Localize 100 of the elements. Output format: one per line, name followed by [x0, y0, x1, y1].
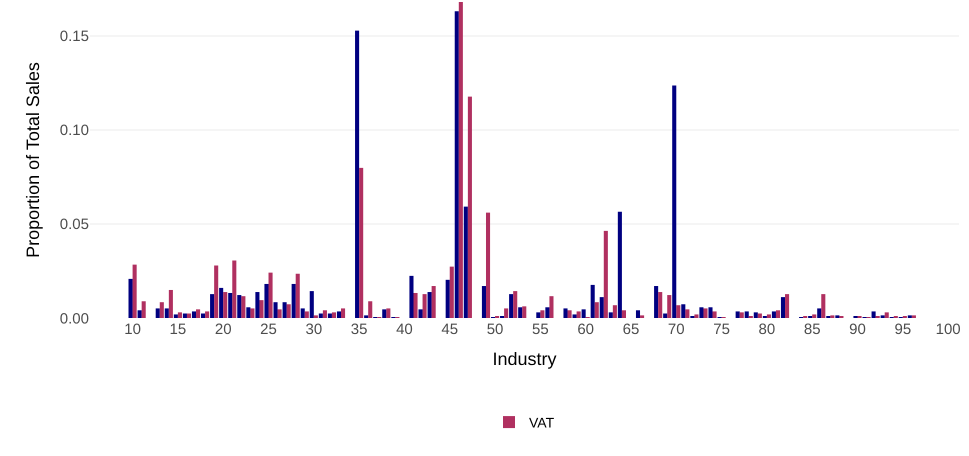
- bar: [563, 308, 568, 318]
- bar: [292, 284, 296, 318]
- bar: [132, 264, 137, 318]
- bar: [736, 311, 740, 318]
- bar: [286, 304, 291, 318]
- bar: [780, 297, 786, 318]
- bar: [458, 2, 463, 318]
- bar: [758, 313, 762, 318]
- x-tick-label: 65: [622, 321, 640, 338]
- bar: [174, 314, 178, 318]
- bar: [278, 309, 282, 318]
- bar: [568, 310, 572, 318]
- bar: [432, 286, 436, 318]
- bar: [572, 314, 577, 318]
- bar: [608, 312, 613, 318]
- bar: [282, 302, 287, 318]
- bar: [835, 315, 840, 318]
- bar: [255, 292, 260, 318]
- bar: [672, 86, 676, 318]
- bar: [908, 315, 912, 318]
- x-tick-label: 75: [713, 321, 730, 338]
- bar: [205, 311, 210, 318]
- x-tick-label: 35: [350, 321, 368, 338]
- bar: [318, 313, 323, 318]
- x-tick-label: 70: [668, 321, 685, 338]
- bar: [600, 297, 604, 318]
- bar: [654, 286, 658, 318]
- bar: [268, 272, 273, 318]
- bar: [164, 308, 169, 318]
- x-tick-label: 10: [124, 321, 141, 338]
- bar: [304, 311, 309, 318]
- bar: [884, 312, 889, 318]
- x-tick-label: 60: [577, 321, 594, 338]
- bar: [422, 294, 427, 318]
- bar: [658, 292, 662, 318]
- bar: [744, 311, 749, 318]
- bar: [785, 294, 790, 318]
- bar: [636, 310, 640, 318]
- x-axis-title: Industry: [492, 349, 557, 370]
- bar: [812, 314, 816, 318]
- bar: [540, 310, 544, 318]
- bar: [880, 315, 885, 318]
- bar: [219, 288, 224, 318]
- x-tick-label: 40: [396, 321, 413, 338]
- y-tick-label: 0.15: [60, 28, 89, 46]
- bar: [368, 301, 372, 318]
- bar: [454, 11, 459, 318]
- bar: [428, 292, 432, 318]
- x-tick-label: 80: [758, 321, 776, 338]
- y-tick-label: 0.05: [60, 216, 89, 234]
- bar: [676, 305, 680, 318]
- bar: [694, 314, 698, 318]
- bar: [300, 308, 305, 318]
- bar: [712, 311, 717, 318]
- bar: [912, 315, 916, 318]
- y-tick-label: 0.10: [60, 122, 89, 140]
- bar: [264, 284, 269, 318]
- bar: [549, 296, 554, 318]
- bar: [186, 313, 192, 318]
- bar: [509, 294, 514, 318]
- x-tick-label: 45: [441, 321, 458, 338]
- bar: [681, 304, 686, 318]
- bar: [622, 310, 626, 318]
- bar: [310, 291, 314, 318]
- bar: [685, 309, 690, 318]
- bar: [740, 312, 744, 318]
- x-tick-label: 100: [936, 321, 961, 338]
- x-tick-label: 90: [849, 321, 866, 338]
- x-tick-label: 55: [532, 321, 549, 338]
- bar: [504, 308, 508, 318]
- bar: [663, 313, 668, 318]
- x-tick-label: 85: [804, 321, 821, 338]
- bar: [817, 308, 822, 318]
- bar: [464, 206, 468, 318]
- bar: [754, 312, 758, 318]
- bar: [364, 315, 368, 318]
- bar: [322, 310, 327, 318]
- bar: [355, 30, 360, 318]
- bar: [708, 307, 713, 318]
- bar: [604, 230, 608, 318]
- bar: [518, 307, 522, 318]
- bar: [576, 311, 581, 318]
- bar: [522, 306, 526, 318]
- bar: [142, 301, 146, 318]
- bar: [201, 313, 206, 318]
- bar: [776, 310, 780, 318]
- bar: [138, 310, 142, 318]
- bar: [332, 312, 336, 318]
- bar: [336, 311, 341, 318]
- bar: [618, 212, 622, 318]
- bar: [241, 296, 246, 318]
- bar: [590, 284, 595, 318]
- bar: [128, 278, 133, 318]
- bar: [314, 315, 318, 318]
- bar: [486, 212, 490, 318]
- bar: [872, 311, 876, 318]
- bar: [192, 311, 196, 318]
- x-tick-label: 50: [486, 321, 504, 338]
- bar: [168, 290, 173, 318]
- bar: [250, 308, 254, 318]
